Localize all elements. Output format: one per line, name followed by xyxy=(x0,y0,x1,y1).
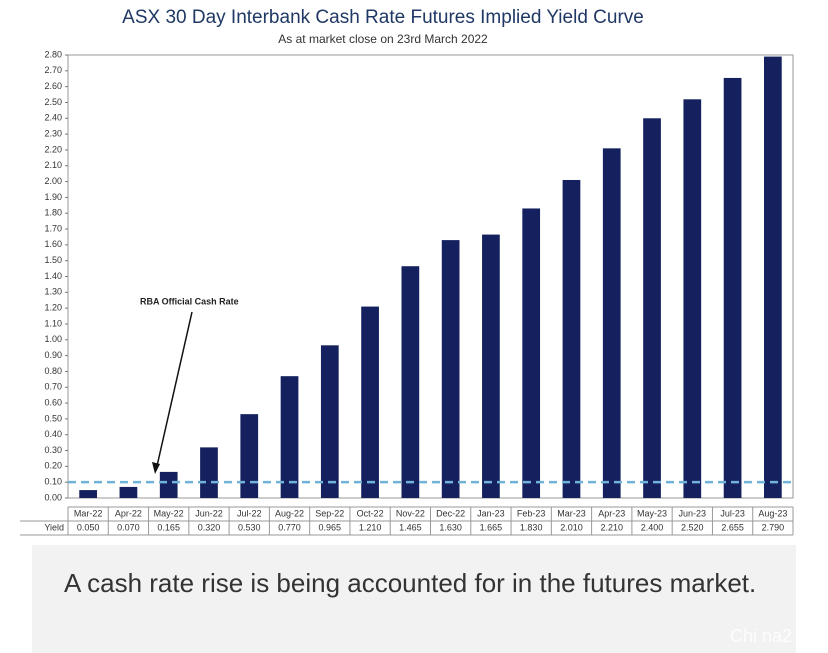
data-label: 1.210 xyxy=(359,522,382,532)
caption: A cash rate rise is being accounted for … xyxy=(64,568,757,598)
data-label: 2.790 xyxy=(762,522,785,532)
x-tick-label: Aug-22 xyxy=(275,508,304,518)
x-tick-label: Mar-22 xyxy=(74,508,103,518)
chart-title: ASX 30 Day Interbank Cash Rate Futures I… xyxy=(122,7,644,28)
y-tick-label: 1.20 xyxy=(44,303,62,313)
data-label: 0.530 xyxy=(238,522,261,532)
x-tick-label: Oct-22 xyxy=(357,508,384,518)
data-label: 1.830 xyxy=(520,522,543,532)
annotation-arrowhead xyxy=(152,462,160,474)
y-tick-label: 0.80 xyxy=(44,366,62,376)
x-tick-label: May-22 xyxy=(154,508,184,518)
bar xyxy=(361,306,379,498)
y-tick-label: 0.00 xyxy=(44,492,62,502)
data-label: 2.010 xyxy=(560,522,583,532)
bar xyxy=(401,266,420,498)
bar xyxy=(320,345,339,498)
bar xyxy=(764,56,782,498)
x-tick-label: Feb-23 xyxy=(517,508,546,518)
data-label: 0.320 xyxy=(198,522,221,532)
x-tick-label: Sep-22 xyxy=(315,508,344,518)
y-tick-label: 0.40 xyxy=(44,429,62,439)
x-tick-label: Dec-22 xyxy=(436,508,465,518)
data-label: 1.665 xyxy=(480,522,503,532)
annotation-arrow xyxy=(156,311,193,467)
bar xyxy=(119,486,138,498)
bar xyxy=(441,240,460,498)
x-tick-label: Mar-23 xyxy=(557,508,586,518)
y-tick-label: 1.30 xyxy=(44,287,62,297)
y-tick-label: 2.40 xyxy=(44,113,62,123)
y-tick-label: 2.50 xyxy=(44,97,62,107)
y-tick-label: 2.00 xyxy=(44,176,62,186)
x-tick-label: Apr-23 xyxy=(598,508,625,518)
y-tick-label: 1.60 xyxy=(44,239,62,249)
chart-subtitle: As at market close on 23rd March 2022 xyxy=(278,32,488,46)
x-tick-label: Aug-23 xyxy=(758,508,787,518)
watermark: Chi na2 xyxy=(729,626,792,646)
y-tick-label: 2.80 xyxy=(44,49,62,59)
y-tick-label: 1.80 xyxy=(44,208,62,218)
y-tick-label: 2.60 xyxy=(44,81,62,91)
y-tick-label: 2.20 xyxy=(44,144,62,154)
bar xyxy=(683,99,702,499)
y-tick-label: 0.60 xyxy=(44,397,62,407)
bar xyxy=(522,208,541,499)
y-tick-label: 1.90 xyxy=(44,192,62,202)
y-tick-label: 2.70 xyxy=(44,65,62,75)
y-tick-label: 0.50 xyxy=(44,413,62,423)
data-label: 1.465 xyxy=(399,522,422,532)
bar xyxy=(643,118,661,499)
x-tick-label: Jan-23 xyxy=(477,508,505,518)
data-label: 0.770 xyxy=(278,522,301,532)
x-tick-label: Jun-22 xyxy=(195,508,223,518)
bar xyxy=(482,234,500,498)
data-label: 0.165 xyxy=(157,522,180,532)
data-label: 2.655 xyxy=(721,522,744,532)
data-label: 0.070 xyxy=(117,522,140,532)
bar xyxy=(159,471,178,498)
y-tick-label: 1.50 xyxy=(44,255,62,265)
y-tick-label: 0.90 xyxy=(44,350,62,360)
data-label: 1.630 xyxy=(439,522,462,532)
x-tick-label: Nov-22 xyxy=(396,508,425,518)
y-tick-label: 1.40 xyxy=(44,271,62,281)
x-tick-label: Jun-23 xyxy=(679,508,707,518)
x-tick-label: May-23 xyxy=(637,508,667,518)
data-label: 2.210 xyxy=(600,522,623,532)
data-label: 2.520 xyxy=(681,522,704,532)
bar xyxy=(240,414,259,498)
x-tick-label: Apr-22 xyxy=(115,508,142,518)
y-tick-label: 0.10 xyxy=(44,477,62,487)
y-tick-label: 0.70 xyxy=(44,382,62,392)
data-label: 0.050 xyxy=(77,522,100,532)
x-tick-label: Jul-23 xyxy=(720,508,745,518)
bar xyxy=(280,376,299,498)
y-tick-label: 1.00 xyxy=(44,334,62,344)
data-label: 2.400 xyxy=(641,522,664,532)
y-tick-label: 0.30 xyxy=(44,445,62,455)
x-tick-label: Jul-22 xyxy=(237,508,262,518)
chart: ASX 30 Day Interbank Cash Rate Futures I… xyxy=(20,7,794,536)
bar xyxy=(562,179,581,498)
bar xyxy=(602,148,621,498)
data-label: 0.965 xyxy=(319,522,342,532)
annotation: RBA Official Cash Rate xyxy=(140,296,239,306)
bar xyxy=(200,447,218,498)
bar xyxy=(723,77,742,498)
table-row-label: Yield xyxy=(44,522,64,532)
y-tick-label: 2.10 xyxy=(44,160,62,170)
y-tick-label: 1.10 xyxy=(44,318,62,328)
y-tick-label: 1.70 xyxy=(44,223,62,233)
bar xyxy=(79,490,97,498)
y-tick-label: 2.30 xyxy=(44,128,62,138)
caption-box: A cash rate rise is being accounted for … xyxy=(32,545,796,653)
y-tick-label: 0.20 xyxy=(44,461,62,471)
